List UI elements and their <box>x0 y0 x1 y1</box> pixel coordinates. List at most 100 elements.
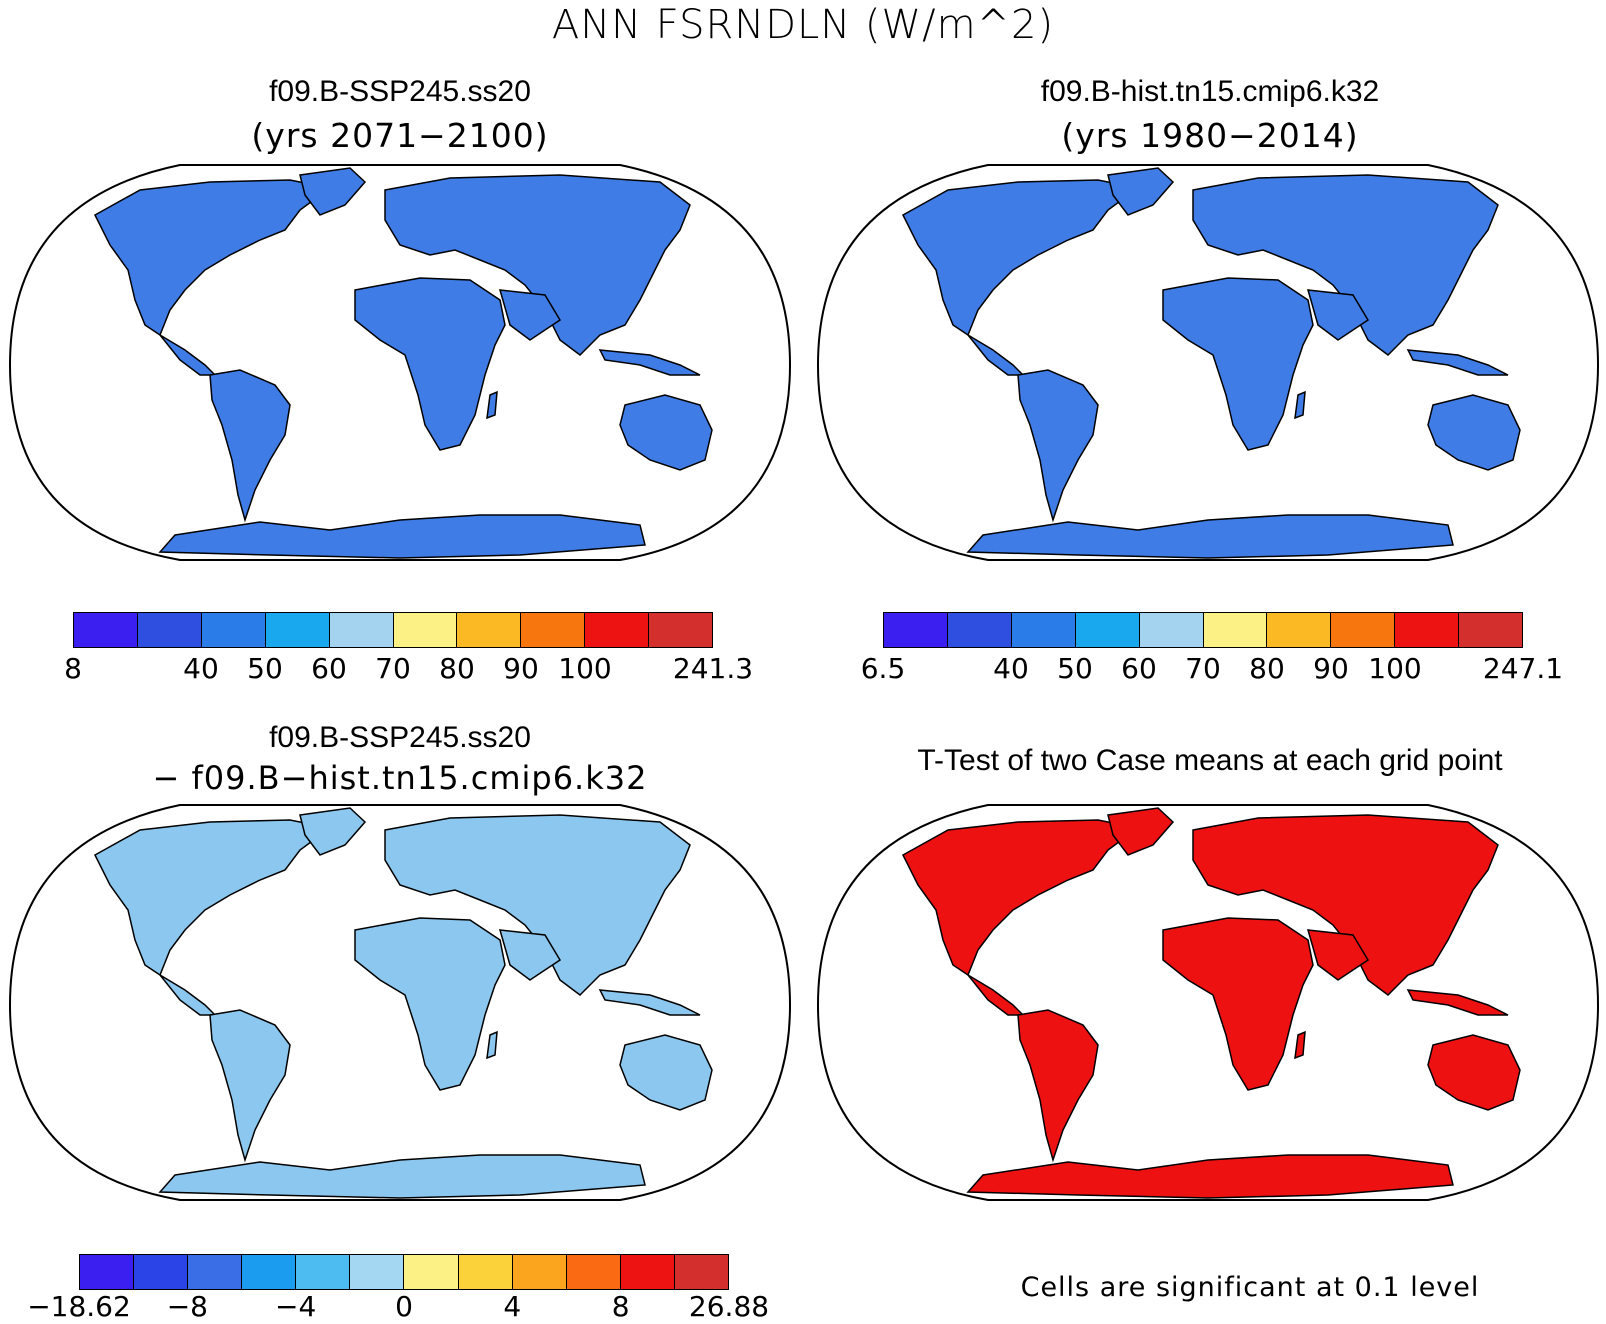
colorbar-swatch <box>1075 613 1140 647</box>
map-panel-2 <box>816 164 1600 561</box>
colorbar-tick-label: 241.3 <box>672 652 754 685</box>
colorbar-swatch <box>620 1255 675 1289</box>
colorbar-tick-label: −4 <box>275 1290 317 1323</box>
colorbar-swatch <box>512 1255 567 1289</box>
colorbar-swatch <box>201 613 266 647</box>
map-panel-3 <box>8 804 792 1201</box>
colorbar-swatch <box>884 613 948 647</box>
colorbar-swatch <box>566 1255 621 1289</box>
colorbar-swatch <box>1139 613 1204 647</box>
colorbar-tick-label: 50 <box>247 652 283 685</box>
colorbar-swatch <box>242 1255 297 1289</box>
continent-maritime-continent <box>1406 349 1509 376</box>
continent-arabia <box>498 929 562 981</box>
continent-greenland <box>1107 807 1175 856</box>
colorbar-tick-label: 80 <box>1249 652 1285 685</box>
colorbar-swatch <box>393 613 458 647</box>
continent-maritime-continent <box>598 349 701 376</box>
panel3-title: f09.B-SSP245.ss20 <box>269 721 531 754</box>
colorbar-panel-1 <box>73 612 713 648</box>
colorbar-swatch <box>1011 613 1076 647</box>
colorbar-swatch <box>1203 613 1268 647</box>
colorbar-swatch <box>265 613 330 647</box>
continent-maritime-continent <box>598 989 701 1016</box>
continent-madagascar <box>1294 390 1306 420</box>
continent-australia <box>1427 394 1521 471</box>
continent-africa <box>354 917 506 1091</box>
continent-arabia <box>498 289 562 341</box>
colorbar-tick-label: 8 <box>64 652 82 685</box>
continent-africa <box>1162 277 1314 451</box>
colorbar-swatch <box>1267 613 1332 647</box>
colorbar-tick-label: 26.88 <box>688 1290 770 1323</box>
continent-australia <box>1427 1034 1521 1111</box>
colorbar-swatch <box>296 1255 351 1289</box>
colorbar-swatch <box>74 613 138 647</box>
colorbar-tick-label: 40 <box>183 652 219 685</box>
panel2-subtitle: (yrs 1980−2014) <box>1061 116 1359 155</box>
colorbar-swatch <box>1331 613 1396 647</box>
continent-antarctica <box>966 514 1454 559</box>
colorbar-tick-label: −18.62 <box>27 1290 131 1323</box>
colorbar-swatch <box>1459 613 1523 647</box>
colorbar-tick-label: 50 <box>1057 652 1093 685</box>
continent-antarctica <box>966 1154 1454 1199</box>
panel1-title: f09.B-SSP245.ss20 <box>269 75 531 108</box>
colorbar-swatch <box>137 613 202 647</box>
colorbar-swatch <box>134 1255 189 1289</box>
colorbar-tick-label: 6.5 <box>860 652 906 685</box>
continent-eurasia <box>1192 814 1499 996</box>
continent-south-america <box>1017 1009 1099 1163</box>
continent-maritime-continent <box>1406 989 1509 1016</box>
significance-note: Cells are significant at 0.1 level <box>1020 1272 1480 1303</box>
continent-antarctica <box>158 514 646 559</box>
figure-title: ANN FSRNDLN (W/m^2) <box>551 2 1055 48</box>
continent-africa <box>1162 917 1314 1091</box>
continent-south-america <box>209 1009 291 1163</box>
continent-south-america <box>209 369 291 523</box>
colorbar-swatch <box>458 1255 513 1289</box>
colorbar-swatch <box>585 613 650 647</box>
continent-eurasia <box>384 814 691 996</box>
panel1-subtitle: (yrs 2071−2100) <box>251 116 549 155</box>
colorbar-panel-3 <box>79 1254 729 1290</box>
colorbar-tick-label: 60 <box>311 652 347 685</box>
colorbar-swatch <box>329 613 394 647</box>
continent-greenland <box>299 807 367 856</box>
panel2-title: f09.B-hist.tn15.cmip6.k32 <box>1040 75 1380 108</box>
colorbar-labels-panel-3: −18.62 −8 −4 0 4 8 26.88 <box>27 1290 769 1324</box>
colorbar-tick-label: 60 <box>1121 652 1157 685</box>
continent-australia <box>619 394 713 471</box>
colorbar-tick-label: 247.1 <box>1482 652 1564 685</box>
colorbar-tick-label: 90 <box>503 652 539 685</box>
colorbar-tick-label: 100 <box>1368 652 1422 685</box>
colorbar-tick-label: 4 <box>503 1290 522 1323</box>
colorbar-tick-label: 100 <box>558 652 612 685</box>
colorbar-tick-label: −8 <box>166 1290 208 1323</box>
colorbar-swatch <box>350 1255 405 1289</box>
map-panel-4 <box>816 804 1600 1201</box>
panel4-title: T-Test of two Case means at each grid po… <box>917 744 1503 777</box>
continent-madagascar <box>486 390 498 420</box>
colorbar-tick-label: 80 <box>439 652 475 685</box>
colorbar-labels-panel-1: 8 40 50 60 70 80 90 100 241.3 <box>64 652 753 688</box>
continent-greenland <box>1107 167 1175 216</box>
panel3-subtitle: − f09.B−hist.tn15.cmip6.k32 <box>152 759 648 797</box>
continent-australia <box>619 1034 713 1111</box>
colorbar-tick-label: 0 <box>395 1290 413 1323</box>
colorbar-swatch <box>457 613 522 647</box>
continent-eurasia <box>1192 174 1499 356</box>
continent-eurasia <box>384 174 691 356</box>
continent-antarctica <box>158 1154 646 1199</box>
colorbar-panel-2 <box>883 612 1523 648</box>
colorbar-swatch <box>674 1255 728 1289</box>
colorbar-swatch <box>404 1255 459 1289</box>
colorbar-swatch <box>649 613 713 647</box>
continent-north-america <box>94 179 332 337</box>
continent-africa <box>354 277 506 451</box>
continent-north-america <box>902 179 1140 337</box>
colorbar-tick-label: 70 <box>375 652 411 685</box>
map-panel-1 <box>8 164 792 561</box>
colorbar-tick-label: 70 <box>1185 652 1221 685</box>
continent-arabia <box>1306 929 1370 981</box>
